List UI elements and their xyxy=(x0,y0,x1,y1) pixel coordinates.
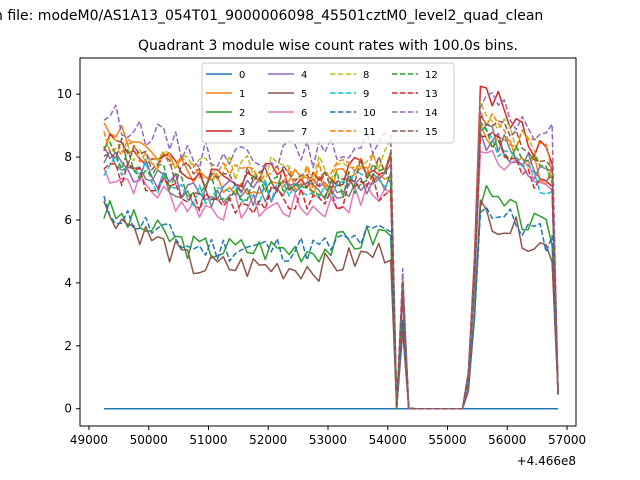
y-tick-label: 8 xyxy=(64,150,72,164)
legend-label-10: 10 xyxy=(363,108,376,119)
series-line-14 xyxy=(103,92,559,410)
legend-label-12: 12 xyxy=(425,70,438,81)
legend-label-7: 7 xyxy=(301,127,307,138)
legend-label-14: 14 xyxy=(425,108,438,119)
x-tick-label: 57000 xyxy=(548,433,586,447)
legend-label-8: 8 xyxy=(363,70,369,81)
legend-frame xyxy=(201,62,455,144)
series-line-10 xyxy=(103,195,559,410)
x-tick-label: 52000 xyxy=(249,433,287,447)
series-line-15 xyxy=(103,114,559,410)
legend-label-0: 0 xyxy=(239,70,245,81)
plot-area: 49000 50000 51000 52000 53000 54000 55000 56000… xyxy=(57,57,586,447)
y-tick-label: 6 xyxy=(64,213,72,227)
x-tick-label: 56000 xyxy=(488,433,526,447)
y-tick-label: 2 xyxy=(64,339,72,353)
x-tick-label: 55000 xyxy=(428,433,466,447)
legend-label-6: 6 xyxy=(301,108,307,119)
x-tick-label: 51000 xyxy=(189,433,227,447)
legend-label-3: 3 xyxy=(239,127,245,138)
chart-title: Quadrant 3 module wise count rates with … xyxy=(138,38,518,54)
legend-label-11: 11 xyxy=(363,127,376,138)
series-line-5 xyxy=(103,199,559,410)
legend-label-9: 9 xyxy=(363,89,369,100)
series-line-2 xyxy=(103,184,559,410)
y-tick-label: 10 xyxy=(57,87,72,101)
figure-suptitle: n file: modeM0/AS1A13_054T01_9000006098_… xyxy=(0,8,543,24)
series-layer xyxy=(103,85,559,410)
series-line-11 xyxy=(103,109,559,410)
legend-label-4: 4 xyxy=(301,70,307,81)
legend-label-2: 2 xyxy=(239,108,245,119)
legend-label-1: 1 xyxy=(239,89,245,100)
x-tick-label: 50000 xyxy=(130,433,168,447)
y-tick-label: 4 xyxy=(64,276,72,290)
x-axis: 49000 50000 51000 52000 53000 54000 55000 56000… xyxy=(70,426,586,447)
x-tick-label: 49000 xyxy=(70,433,108,447)
series-line-13 xyxy=(103,131,559,410)
x-tick-label: 54000 xyxy=(369,433,407,447)
series-line-9 xyxy=(103,125,559,410)
legend-label-5: 5 xyxy=(301,89,307,100)
x-offset-label: +4.466e8 xyxy=(517,454,576,468)
x-tick-label: 53000 xyxy=(309,433,347,447)
y-tick-label: 0 xyxy=(64,402,72,416)
legend-label-15: 15 xyxy=(425,127,438,138)
y-axis: 0 2 4 6 8 10 xyxy=(57,87,80,416)
legend-label-13: 13 xyxy=(425,89,438,100)
series-line-12 xyxy=(103,121,559,410)
